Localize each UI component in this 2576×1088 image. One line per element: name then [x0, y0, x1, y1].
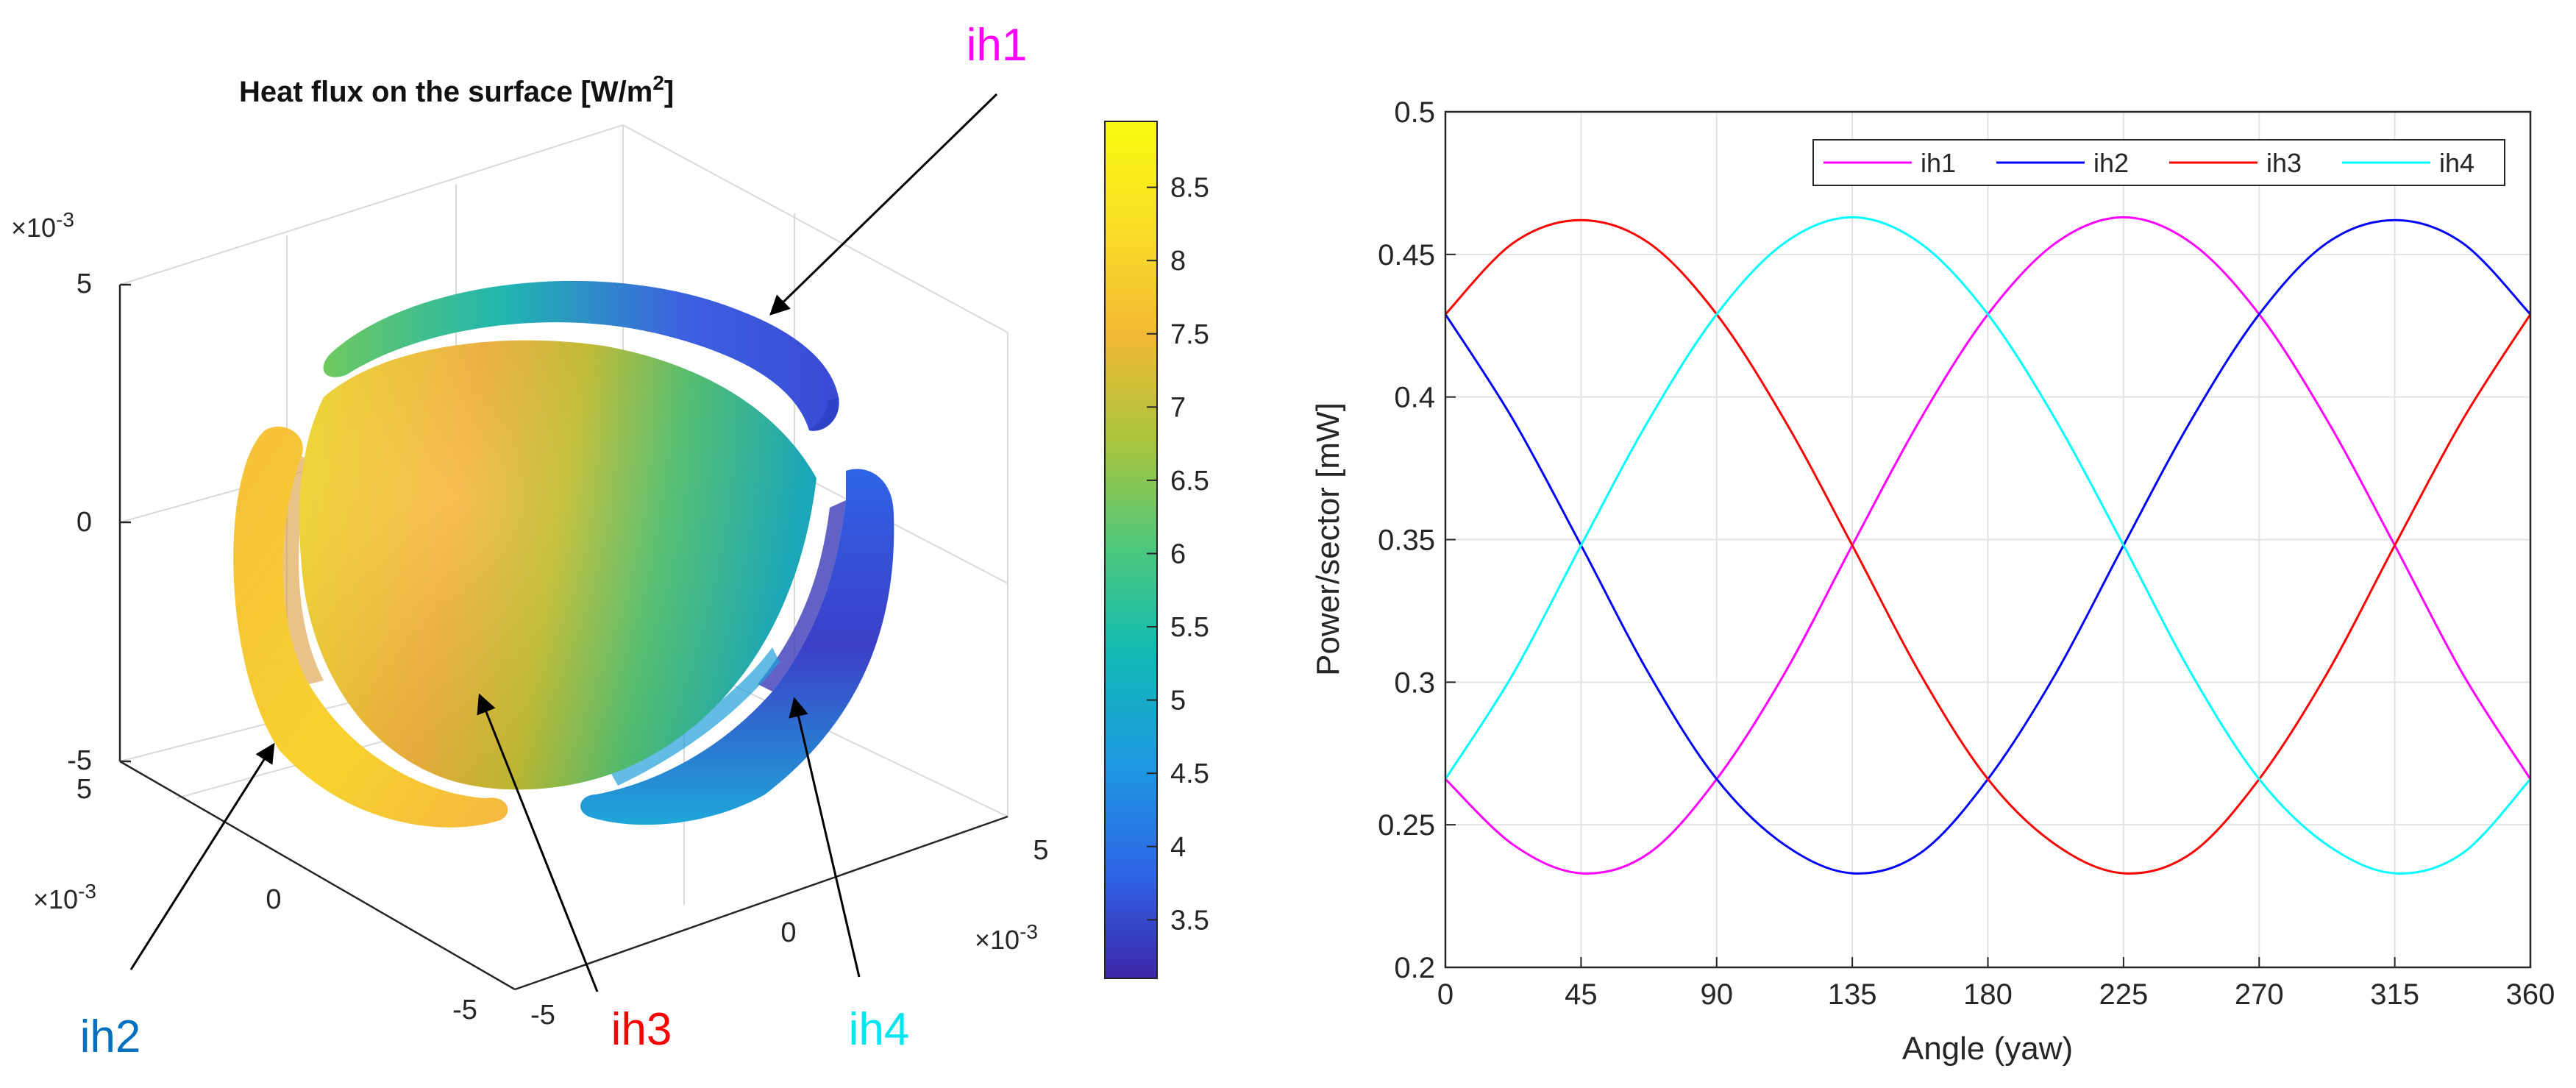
legend-label-ih4: ih4	[2439, 148, 2474, 178]
chart-legend: ih1 ih2 ih3 ih4	[1812, 139, 2505, 186]
y-tick-label: -5	[452, 995, 477, 1025]
x-tick-label: 5	[1033, 835, 1048, 866]
y-tick-label: 0.3	[1394, 666, 1435, 699]
y-tick-label: 0.45	[1378, 239, 1435, 271]
heater-shell-ih3	[299, 340, 816, 790]
x-tick-label: 135	[1828, 978, 1877, 1011]
colorbar-tick-label: 6	[1170, 538, 1186, 569]
power-line-chart: 0 45 90 135 180 225 270 315 360 0.2 0.25 0.3 0.35 0.4…	[1310, 96, 2555, 1067]
z-tick-label: 5	[77, 269, 92, 299]
colorbar-tick-label: 3.5	[1170, 905, 1209, 936]
colorbar-tick-label: 7.5	[1170, 319, 1209, 350]
x-tick-label: 360	[2506, 978, 2555, 1011]
colorbar-tick-label: 4	[1170, 832, 1186, 863]
annotation-ih1: ih1	[769, 20, 1028, 316]
surface-plot-title: Heat flux on the surface [W/m2]	[239, 71, 674, 108]
y-scale-label: ×10-3	[33, 880, 96, 914]
y-tick-label: 0	[266, 884, 281, 915]
x-tick-label: 180	[1963, 978, 2013, 1011]
y-tick-label: 0.4	[1394, 382, 1435, 414]
heater-shell-ih1	[323, 280, 839, 431]
surface-plot: Heat flux on the surface [W/m2]	[11, 20, 1209, 1062]
annotation-ih2: ih2	[80, 742, 275, 1062]
z-tick-label: -5	[67, 745, 92, 776]
legend-label-ih1: ih1	[1921, 148, 1956, 178]
annotation-ih4: ih4	[789, 697, 910, 1055]
y-tick-label: 0.25	[1378, 809, 1435, 842]
arrow-ih3	[477, 693, 599, 992]
label-ih4: ih4	[849, 1004, 910, 1055]
colorbar: 8.5 8 7.5 7 6.5 6 5.5 5 4.5 4 3.5	[1104, 121, 1209, 979]
x-scale-label: ×10-3	[975, 920, 1038, 955]
heater-shell-ih2	[233, 426, 508, 828]
colorbar-tick-label: 4.5	[1170, 758, 1209, 789]
x-tick-label: 45	[1565, 978, 1598, 1011]
x-axis-label: Angle (yaw)	[1902, 1031, 2073, 1067]
arrow-ih4	[789, 697, 861, 978]
z-tick-label: 0	[77, 507, 92, 538]
legend-label-ih2: ih2	[2093, 148, 2129, 178]
legend-label-ih3: ih3	[2266, 148, 2302, 178]
x-tick-label: -5	[530, 1000, 555, 1031]
y-tick-label: 5	[77, 774, 92, 805]
y-tick-label: 0.2	[1394, 952, 1435, 984]
x-tick-label: 270	[2235, 978, 2284, 1011]
x-tick-label: 225	[2099, 978, 2149, 1011]
chart-tick-labels: 0 45 90 135 180 225 270 315 360 0.2 0.25 0.3 0.35 0.4…	[1378, 96, 2555, 1011]
chart-gridlines	[1445, 111, 2531, 968]
z-scale-label: ×10-3	[11, 208, 74, 243]
annotation-ih3: ih3	[477, 693, 672, 1055]
y-tick-label: 0.5	[1394, 96, 1435, 129]
label-ih1: ih1	[967, 20, 1028, 71]
label-ih3: ih3	[611, 1004, 672, 1055]
label-ih2: ih2	[80, 1011, 141, 1062]
arrow-ih2	[129, 742, 275, 970]
x-tick-label: 315	[2370, 978, 2419, 1011]
colorbar-tick-label: 7	[1170, 392, 1186, 423]
y-axis-label: Power/sector [mW]	[1310, 402, 1346, 676]
colorbar-tick-label: 5.5	[1170, 612, 1209, 643]
x-tick-label: 90	[1701, 978, 1734, 1011]
arrow-ih1	[769, 93, 998, 316]
colorbar-tick-label: 5	[1170, 686, 1186, 717]
series-line-ih4	[1444, 216, 2532, 875]
chart-series	[1444, 216, 2532, 875]
colorbar-tick-label: 8.5	[1170, 173, 1209, 204]
x-tick-label: 0	[1437, 978, 1454, 1011]
colorbar-tick-label: 8	[1170, 246, 1186, 277]
colorbar-tick-label: 6.5	[1170, 466, 1209, 497]
series-line-ih3	[1444, 218, 2532, 875]
y-tick-label: 0.35	[1378, 525, 1435, 557]
x-tick-label: 0	[780, 917, 796, 948]
